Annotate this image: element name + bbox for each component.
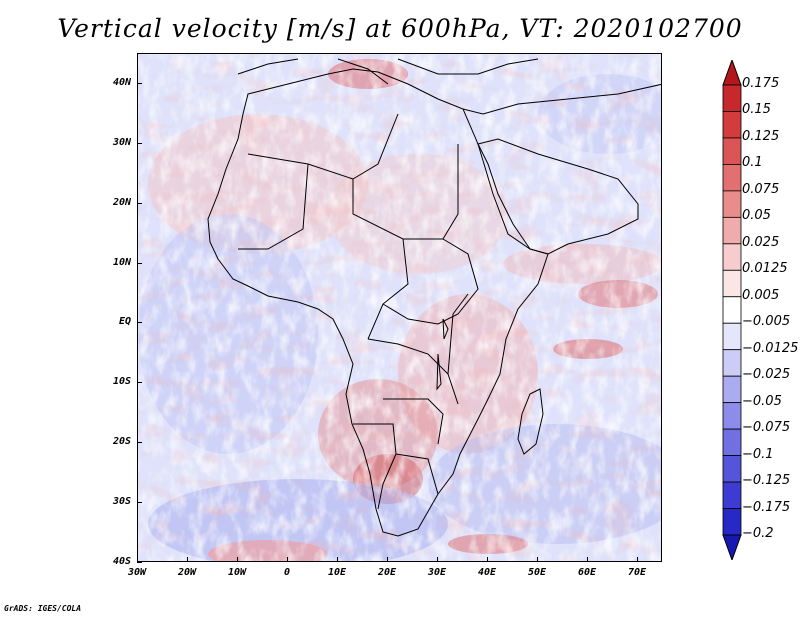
x-tick-mark	[187, 557, 188, 562]
colorbar-segment	[722, 164, 742, 192]
arabia-coastline	[477, 138, 639, 255]
y-tick-mark	[137, 82, 142, 84]
x-tick-label: 20W	[177, 567, 197, 578]
y-tick-mark	[137, 442, 142, 444]
field-texture-red	[138, 54, 661, 561]
y-tick-mark	[137, 502, 142, 504]
colorbar-label: −0.0125	[742, 340, 799, 356]
y-tick-mark	[137, 202, 142, 204]
colorbar-segment	[722, 111, 742, 139]
colorbar-label: 0.05	[742, 208, 771, 224]
x-tick-mark	[387, 557, 388, 562]
map-plot-area	[137, 53, 662, 562]
x-tick-mark	[237, 557, 238, 562]
x-tick-label: 10E	[327, 567, 347, 578]
colorbar-label: 0.175	[742, 76, 780, 91]
colorbar-label: 0.005	[742, 287, 780, 303]
colorbar-segment	[722, 375, 742, 404]
map-title: Vertical velocity [m/s] at 600hPa, VT: 2…	[57, 14, 743, 43]
x-tick-mark	[487, 557, 488, 562]
y-tick-label: 40N	[112, 76, 131, 88]
great-lakes	[436, 318, 449, 391]
asia-coastline	[462, 83, 661, 115]
map-canvas	[138, 54, 661, 561]
y-tick-mark	[137, 142, 142, 144]
africa-coastline	[207, 68, 549, 537]
x-tick-label: 50E	[527, 567, 547, 578]
y-tick-label: 30N	[112, 136, 131, 148]
colorbar-label: −0.005	[742, 314, 791, 330]
x-tick-label: 20E	[377, 567, 397, 578]
colorbar-label: 0.1	[742, 155, 763, 171]
y-tick-label: 40S	[112, 556, 131, 567]
y-tick-label: 10N	[112, 256, 131, 268]
colorbar-segment	[722, 216, 742, 245]
colorbar-segment	[722, 137, 742, 165]
colorbar-segment	[722, 508, 742, 536]
coastlines	[207, 58, 661, 537]
x-tick-mark	[337, 557, 338, 562]
colorbar-top-arrow	[722, 60, 742, 86]
y-tick-label: EQ	[118, 316, 131, 328]
colorbar-label: −0.075	[742, 420, 791, 436]
colorbar-label: 0.15	[742, 102, 771, 118]
y-tick-label: 20S	[112, 436, 131, 448]
colorbar-label: 0.025	[742, 234, 780, 250]
colorbar-segment	[722, 190, 742, 218]
x-tick-label: 30E	[427, 567, 447, 578]
colorbar-segment	[722, 296, 742, 324]
colorbar-segment	[722, 349, 742, 377]
grads-credit: GrADS: IGES/COLA	[4, 604, 82, 613]
colorbar	[722, 60, 742, 560]
colorbar-segment	[722, 243, 742, 271]
colorbar-segment	[722, 322, 742, 351]
colorbar-label: −0.125	[742, 473, 791, 489]
colorbar-label: 0.075	[742, 181, 780, 197]
x-tick-mark	[437, 557, 438, 562]
x-tick-label: 10W	[227, 567, 247, 578]
colorbar-segment	[722, 84, 742, 112]
y-tick-mark	[137, 322, 142, 324]
colorbar-label: −0.2	[742, 526, 774, 541]
x-tick-label: 0	[283, 567, 291, 578]
x-tick-mark	[537, 557, 538, 562]
y-tick-mark	[137, 382, 142, 384]
y-tick-label: 20N	[112, 196, 131, 208]
y-tick-mark	[137, 562, 142, 563]
y-tick-label: 30S	[112, 496, 131, 508]
y-tick-label: 10S	[112, 376, 131, 388]
x-tick-label: 70E	[627, 567, 647, 578]
y-tick-mark	[137, 262, 142, 264]
x-tick-mark	[137, 557, 138, 562]
colorbar-label: −0.1	[742, 446, 774, 462]
colorbar-label: −0.175	[742, 499, 791, 515]
x-tick-label: 30W	[127, 567, 147, 578]
europe-coastline	[237, 58, 539, 85]
colorbar-label: 0.0125	[742, 261, 788, 277]
madagascar-coastline	[517, 388, 544, 455]
colorbar-label: −0.025	[742, 367, 791, 383]
x-tick-mark	[287, 557, 288, 562]
x-tick-mark	[587, 557, 588, 562]
x-tick-label: 60E	[577, 567, 597, 578]
colorbar-label: 0.125	[742, 128, 780, 144]
colorbar-label: −0.05	[742, 393, 782, 409]
colorbar-segment	[722, 269, 742, 298]
colorbar-segment	[722, 402, 742, 430]
country-borders	[238, 113, 479, 510]
x-tick-mark	[637, 557, 638, 562]
x-tick-label: 40E	[477, 567, 497, 578]
colorbar-bottom-arrow	[722, 534, 742, 560]
colorbar-segment	[722, 455, 742, 483]
colorbar-segment	[722, 481, 742, 509]
colorbar-segment	[722, 428, 742, 456]
